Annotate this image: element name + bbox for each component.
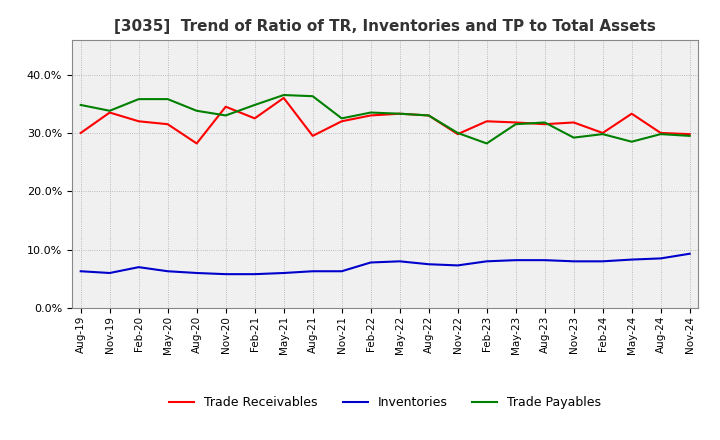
Inventories [192,270,201,275]
Inventories [338,268,346,274]
Inventories [685,251,694,257]
Trade Payables [163,96,172,102]
Trade Payables [482,141,491,146]
Trade Payables [338,116,346,121]
Trade Receivables [105,110,114,115]
Trade Payables [192,108,201,114]
Legend: Trade Receivables, Inventories, Trade Payables: Trade Receivables, Inventories, Trade Pa… [164,392,606,414]
Trade Receivables [685,132,694,137]
Inventories [570,259,578,264]
Trade Payables [105,108,114,114]
Trade Payables [541,120,549,125]
Trade Receivables [192,141,201,146]
Trade Payables [454,130,462,136]
Inventories [598,259,607,264]
Inventories [627,257,636,262]
Trade Receivables [598,130,607,136]
Trade Receivables [135,119,143,124]
Trade Receivables [366,113,375,118]
Title: [3035]  Trend of Ratio of TR, Inventories and TP to Total Assets: [3035] Trend of Ratio of TR, Inventories… [114,19,656,34]
Trade Payables [657,132,665,137]
Trade Receivables [657,130,665,136]
Inventories [424,262,433,267]
Line: Trade Receivables: Trade Receivables [81,98,690,143]
Trade Receivables [627,111,636,116]
Inventories [308,268,317,274]
Line: Trade Payables: Trade Payables [81,95,690,143]
Inventories [541,257,549,263]
Trade Payables [424,113,433,118]
Trade Payables [395,111,404,116]
Trade Payables [570,135,578,140]
Trade Receivables [76,130,85,136]
Trade Receivables [251,116,259,121]
Trade Payables [511,121,520,127]
Trade Payables [598,132,607,137]
Trade Payables [308,94,317,99]
Trade Receivables [511,120,520,125]
Inventories [135,264,143,270]
Trade Payables [135,96,143,102]
Inventories [454,263,462,268]
Inventories [366,260,375,265]
Trade Payables [221,113,230,118]
Trade Receivables [541,121,549,127]
Trade Receivables [308,133,317,139]
Inventories [251,271,259,277]
Inventories [279,270,288,275]
Trade Receivables [279,95,288,101]
Inventories [76,268,85,274]
Trade Receivables [482,119,491,124]
Trade Payables [279,92,288,98]
Trade Receivables [221,104,230,109]
Inventories [511,257,520,263]
Trade Payables [76,103,85,108]
Inventories [221,271,230,277]
Inventories [163,268,172,274]
Trade Receivables [163,121,172,127]
Trade Receivables [424,113,433,118]
Trade Payables [685,133,694,139]
Trade Receivables [395,111,404,116]
Trade Payables [251,103,259,108]
Inventories [105,270,114,275]
Trade Payables [366,110,375,115]
Inventories [657,256,665,261]
Trade Payables [627,139,636,144]
Line: Inventories: Inventories [81,254,690,274]
Inventories [395,259,404,264]
Trade Receivables [338,119,346,124]
Trade Receivables [454,132,462,137]
Trade Receivables [570,120,578,125]
Inventories [482,259,491,264]
